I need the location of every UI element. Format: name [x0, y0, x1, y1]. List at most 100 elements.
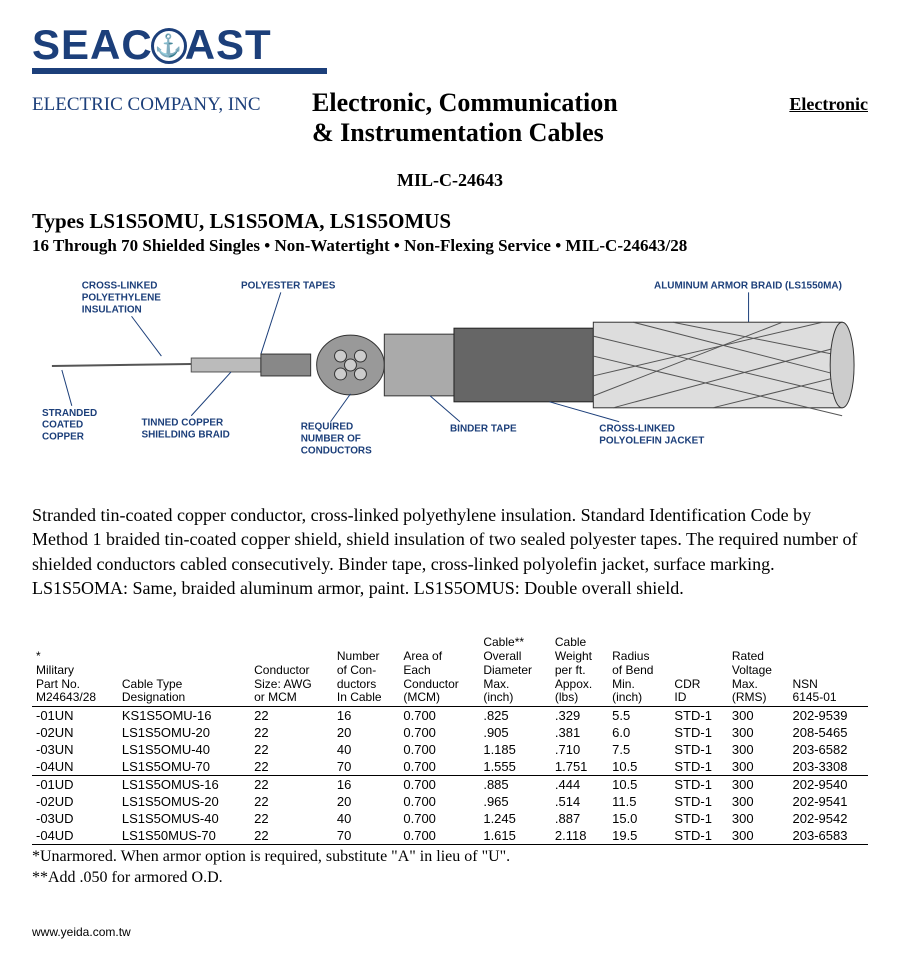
- table-cell: .905: [479, 724, 551, 741]
- table-cell: 0.700: [399, 707, 479, 725]
- label-stranded: STRANDED: [42, 408, 97, 419]
- table-cell: 203-6582: [789, 741, 868, 758]
- table-cell: 0.700: [399, 776, 479, 794]
- table-cell: 0.700: [399, 793, 479, 810]
- table-cell: STD-1: [670, 827, 727, 845]
- svg-text:COPPER: COPPER: [42, 432, 84, 443]
- table-cell: .381: [551, 724, 608, 741]
- label-binder: BINDER TAPE: [450, 424, 517, 435]
- table-cell: STD-1: [670, 776, 727, 794]
- table-cell: STD-1: [670, 810, 727, 827]
- electronic-link[interactable]: Electronic: [789, 88, 868, 115]
- table-row: -01UDLS1S5OMUS-1622160.700.885.44410.5ST…: [32, 776, 868, 794]
- table-cell: 20: [333, 724, 400, 741]
- table-cell: 6.0: [608, 724, 670, 741]
- table-cell: 19.5: [608, 827, 670, 845]
- table-row: -02UDLS1S5OMUS-2022200.700.965.51411.5ST…: [32, 793, 868, 810]
- label-tinned: TINNED COPPER: [141, 418, 223, 429]
- table-cell: 11.5: [608, 793, 670, 810]
- table-cell: 22: [250, 776, 333, 794]
- table-cell: .825: [479, 707, 551, 725]
- table-cell: .514: [551, 793, 608, 810]
- site-url: www.yeida.com.tw: [32, 925, 868, 939]
- table-cell: STD-1: [670, 707, 727, 725]
- table-cell: 40: [333, 741, 400, 758]
- table-cell: .885: [479, 776, 551, 794]
- label-xlpe: CROSS-LINKED: [82, 280, 158, 291]
- svg-text:POLYOLEFIN JACKET: POLYOLEFIN JACKET: [599, 436, 704, 447]
- footnote-2: **Add .050 for armored O.D.: [32, 869, 868, 887]
- table-cell: 1.751: [551, 758, 608, 776]
- table-header: NSN6145-01: [789, 636, 868, 706]
- table-header: Numberof Con-ductorsIn Cable: [333, 636, 400, 706]
- table-cell: 300: [728, 741, 789, 758]
- table-cell: .887: [551, 810, 608, 827]
- table-row: -04UNLS1S5OMU-7022700.7001.5551.75110.5S…: [32, 758, 868, 776]
- table-cell: STD-1: [670, 758, 727, 776]
- table-cell: 202-9541: [789, 793, 868, 810]
- table-cell: 15.0: [608, 810, 670, 827]
- table-cell: KS1S5OMU-16: [118, 707, 250, 725]
- table-cell: -04UD: [32, 827, 118, 845]
- table-cell: 300: [728, 827, 789, 845]
- table-cell: 0.700: [399, 724, 479, 741]
- table-cell: 22: [250, 827, 333, 845]
- table-row: -01UNKS1S5OMU-1622160.700.825.3295.5STD-…: [32, 707, 868, 725]
- table-cell: 70: [333, 827, 400, 845]
- spec-number: MIL-C-24643: [32, 170, 868, 191]
- label-jacket: CROSS-LINKED: [599, 424, 675, 435]
- table-cell: 5.5: [608, 707, 670, 725]
- footnote-1: *Unarmored. When armor option is require…: [32, 848, 868, 866]
- sub-heading: 16 Through 70 Shielded Singles • Non-Wat…: [32, 236, 868, 256]
- table-cell: LS1S5OMU-20: [118, 724, 250, 741]
- description-paragraph: Stranded tin-coated copper conductor, cr…: [32, 503, 868, 600]
- table-cell: -04UN: [32, 758, 118, 776]
- table-cell: 0.700: [399, 758, 479, 776]
- table-cell: 7.5: [608, 741, 670, 758]
- table-cell: 22: [250, 707, 333, 725]
- table-cell: LS1S5OMU-70: [118, 758, 250, 776]
- table-cell: STD-1: [670, 724, 727, 741]
- table-header: RatedVoltageMax.(RMS): [728, 636, 789, 706]
- table-cell: 300: [728, 793, 789, 810]
- table-header: ConductorSize: AWGor MCM: [250, 636, 333, 706]
- table-cell: 202-9539: [789, 707, 868, 725]
- table-cell: 202-9542: [789, 810, 868, 827]
- table-cell: 300: [728, 776, 789, 794]
- table-header: *MilitaryPart No.M24643/28: [32, 636, 118, 706]
- table-header: Area ofEachConductor(MCM): [399, 636, 479, 706]
- table-cell: LS1S5OMUS-20: [118, 793, 250, 810]
- table-cell: -02UN: [32, 724, 118, 741]
- table-cell: 20: [333, 793, 400, 810]
- table-cell: LS1S50MUS-70: [118, 827, 250, 845]
- table-cell: 1.245: [479, 810, 551, 827]
- table-cell: -03UD: [32, 810, 118, 827]
- table-cell: 300: [728, 707, 789, 725]
- table-cell: 1.615: [479, 827, 551, 845]
- svg-text:CONDUCTORS: CONDUCTORS: [301, 446, 372, 456]
- table-cell: .965: [479, 793, 551, 810]
- table-cell: 0.700: [399, 827, 479, 845]
- table-cell: 300: [728, 758, 789, 776]
- table-cell: 0.700: [399, 741, 479, 758]
- table-cell: 300: [728, 810, 789, 827]
- table-cell: -03UN: [32, 741, 118, 758]
- brand-logo: SEAC⚓AST: [32, 24, 868, 74]
- table-cell: 203-6583: [789, 827, 868, 845]
- title-line-1: Electronic, Communication: [312, 88, 789, 118]
- cable-diagram: CROSS-LINKED POLYETHYLENE INSULATION POL…: [32, 276, 868, 456]
- svg-text:POLYETHYLENE: POLYETHYLENE: [82, 292, 162, 303]
- table-cell: 208-5465: [789, 724, 868, 741]
- company-name: ELECTRIC COMPANY, INC: [32, 88, 312, 116]
- table-cell: 16: [333, 776, 400, 794]
- table-header: CableWeightper ft.Appox.(lbs): [551, 636, 608, 706]
- table-header: Radiusof BendMin.(inch): [608, 636, 670, 706]
- table-cell: LS1S5OMUS-40: [118, 810, 250, 827]
- table-row: -03UDLS1S5OMUS-4022400.7001.245.88715.0S…: [32, 810, 868, 827]
- table-cell: 203-3308: [789, 758, 868, 776]
- table-cell: 22: [250, 810, 333, 827]
- table-cell: 1.185: [479, 741, 551, 758]
- logo-text-left: SEAC: [32, 21, 153, 68]
- svg-text:COATED: COATED: [42, 420, 83, 431]
- table-cell: 202-9540: [789, 776, 868, 794]
